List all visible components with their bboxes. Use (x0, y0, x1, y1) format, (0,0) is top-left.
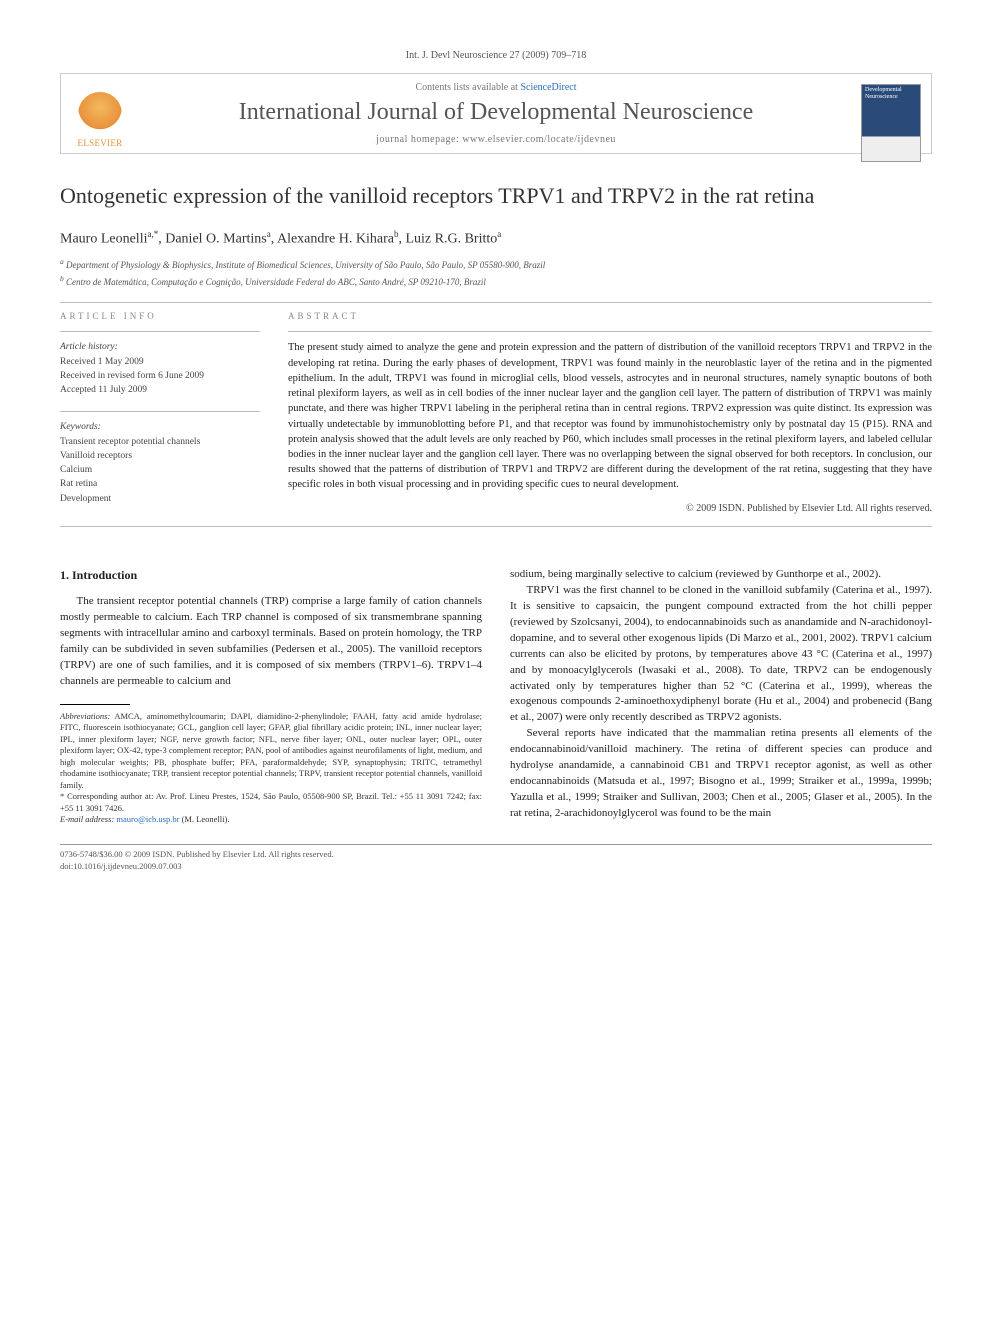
keyword-1: Vanilloid receptors (60, 449, 260, 463)
abstract-copyright: © 2009 ISDN. Published by Elsevier Ltd. … (288, 503, 932, 514)
header-citation: Int. J. Devl Neuroscience 27 (2009) 709–… (60, 50, 932, 61)
contents-prefix: Contents lists available at (415, 82, 520, 93)
bottom-meta: 0736-5748/$36.00 © 2009 ISDN. Published … (60, 849, 932, 873)
affiliation-a: a Department of Physiology & Biophysics,… (60, 257, 932, 272)
section-number: 1. (60, 568, 69, 582)
abstract-rule (288, 331, 932, 332)
email-footnote: E-mail address: mauro@icb.usp.br (M. Leo… (60, 814, 482, 825)
doi-line: doi:10.1016/j.ijdevneu.2009.07.003 (60, 861, 932, 873)
received-date: Received 1 May 2009 (60, 355, 260, 369)
author-4: Luiz R.G. Britto (405, 231, 497, 246)
article-info-heading: ARTICLE INFO (60, 311, 260, 321)
journal-cover-thumbnail: Developmental Neuroscience (861, 84, 921, 162)
sciencedirect-link[interactable]: ScienceDirect (520, 82, 576, 93)
elsevier-brand-text: ELSEVIER (78, 138, 123, 148)
accepted-date: Accepted 11 July 2009 (60, 383, 260, 397)
meta-rule-1 (60, 331, 260, 332)
author-2-sup: a (267, 229, 271, 239)
keyword-4: Development (60, 492, 260, 506)
affiliation-b-text: Centro de Matemática, Computação e Cogni… (66, 277, 486, 287)
author-3-sup: b (394, 229, 399, 239)
article-title: Ontogenetic expression of the vanilloid … (60, 182, 932, 211)
corresponding-author-footnote: * Corresponding author at: Av. Prof. Lin… (60, 791, 482, 814)
abbreviations-footnote: Abbreviations: AMCA, aminomethylcoumarin… (60, 711, 482, 791)
journal-homepage-line: journal homepage: www.elsevier.com/locat… (61, 134, 931, 145)
email-label: E-mail address: (60, 814, 114, 824)
abbrev-text: AMCA, aminomethylcoumarin; DAPI, diamidi… (60, 711, 482, 790)
contents-available-line: Contents lists available at ScienceDirec… (61, 82, 931, 93)
abstract-heading: ABSTRACT (288, 311, 932, 321)
section-title: Introduction (72, 568, 137, 582)
divider-rule (60, 302, 932, 303)
revised-date: Received in revised form 6 June 2009 (60, 369, 260, 383)
corresponding-email-link[interactable]: mauro@icb.usp.br (116, 814, 179, 824)
elsevier-tree-icon (78, 92, 122, 136)
abstract-text: The present study aimed to analyze the g… (288, 340, 932, 492)
section-1-heading: 1. Introduction (60, 567, 482, 584)
keywords-label: Keywords: (60, 420, 260, 434)
journal-name: International Journal of Developmental N… (61, 99, 931, 126)
affiliation-a-text: Department of Physiology & Biophysics, I… (66, 260, 545, 270)
issn-copyright-line: 0736-5748/$36.00 © 2009 ISDN. Published … (60, 849, 932, 861)
affiliation-b: b Centro de Matemática, Computação e Cog… (60, 274, 932, 289)
author-1: Mauro Leonelli (60, 231, 147, 246)
meta-rule-2 (60, 411, 260, 412)
body-right-column: sodium, being marginally selective to ca… (510, 567, 932, 826)
author-1-sup: a,* (147, 229, 158, 239)
right-para-2: Several reports have indicated that the … (510, 726, 932, 822)
intro-para-1: The transient receptor potential channel… (60, 594, 482, 690)
authors-line: Mauro Leonellia,*, Daniel O. Martinsa, A… (60, 229, 932, 248)
article-history-block: Article history: Received 1 May 2009 Rec… (60, 340, 260, 397)
keyword-3: Rat retina (60, 477, 260, 491)
journal-header-box: ELSEVIER Developmental Neuroscience Cont… (60, 73, 932, 154)
abstract-bottom-rule (60, 526, 932, 527)
journal-cover-text: Developmental Neuroscience (862, 85, 920, 103)
keyword-0: Transient receptor potential channels (60, 435, 260, 449)
footnote-rule (60, 704, 130, 705)
body-left-column: 1. Introduction The transient receptor p… (60, 567, 482, 826)
keyword-2: Calcium (60, 463, 260, 477)
email-attribution: (M. Leonelli). (182, 814, 230, 824)
abbrev-label: Abbreviations: (60, 711, 110, 721)
page-bottom-rule (60, 844, 932, 845)
author-2: Daniel O. Martins (165, 231, 266, 246)
right-para-0: sodium, being marginally selective to ca… (510, 567, 932, 583)
keywords-block: Keywords: Transient receptor potential c… (60, 420, 260, 506)
elsevier-logo: ELSEVIER (71, 92, 129, 156)
right-para-1: TRPV1 was the first channel to be cloned… (510, 583, 932, 726)
author-3: Alexandre H. Kihara (277, 231, 394, 246)
article-history-label: Article history: (60, 340, 260, 354)
author-4-sup: a (497, 229, 501, 239)
